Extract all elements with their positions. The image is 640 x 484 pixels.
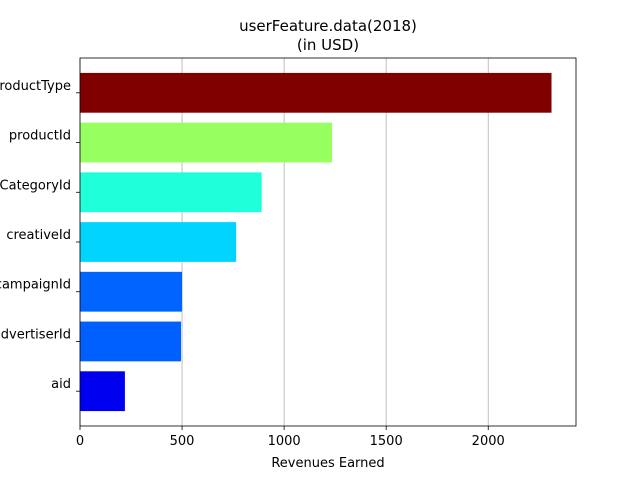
bar-aid xyxy=(80,371,125,412)
y-tick-label-creativeid: creativeId xyxy=(6,228,71,243)
y-tick-label-advertiserid: advertiserId xyxy=(0,327,71,342)
y-tick-label-producttype: productType xyxy=(0,79,71,94)
x-axis-label: Revenues Earned xyxy=(271,456,384,471)
bar-adcategoryid xyxy=(80,172,262,213)
bars xyxy=(80,72,552,412)
y-tick-label-aid: aid xyxy=(51,377,71,392)
bar-campaignid xyxy=(80,271,183,312)
y-tick-label-campaignid: campaignId xyxy=(0,278,71,293)
y-tick-labels: aid advertiserId campaignId creativeId adCat… xyxy=(0,79,71,392)
chart-title: userFeature.data(2018) xyxy=(239,17,417,35)
y-tick-label-adcategoryid: adCategoryId xyxy=(0,178,71,193)
y-tick-label-productid: productId xyxy=(9,129,71,144)
x-tick-label: 0 xyxy=(76,434,84,449)
x-tick-label: 500 xyxy=(170,434,195,449)
axes xyxy=(76,57,577,430)
x-tick-label: 1000 xyxy=(268,434,301,449)
x-tick-label: 1500 xyxy=(370,434,403,449)
bar-producttype xyxy=(80,72,552,113)
plot-frame xyxy=(79,57,577,427)
x-tick-labels: 0 500 1000 1500 2000 xyxy=(76,434,505,449)
x-tick-label: 2000 xyxy=(472,434,505,449)
chart-subtitle: (in USD) xyxy=(297,36,359,54)
bar-productid xyxy=(80,122,333,163)
bar-advertiserid xyxy=(80,321,182,362)
bar-creativeid xyxy=(80,222,237,262)
